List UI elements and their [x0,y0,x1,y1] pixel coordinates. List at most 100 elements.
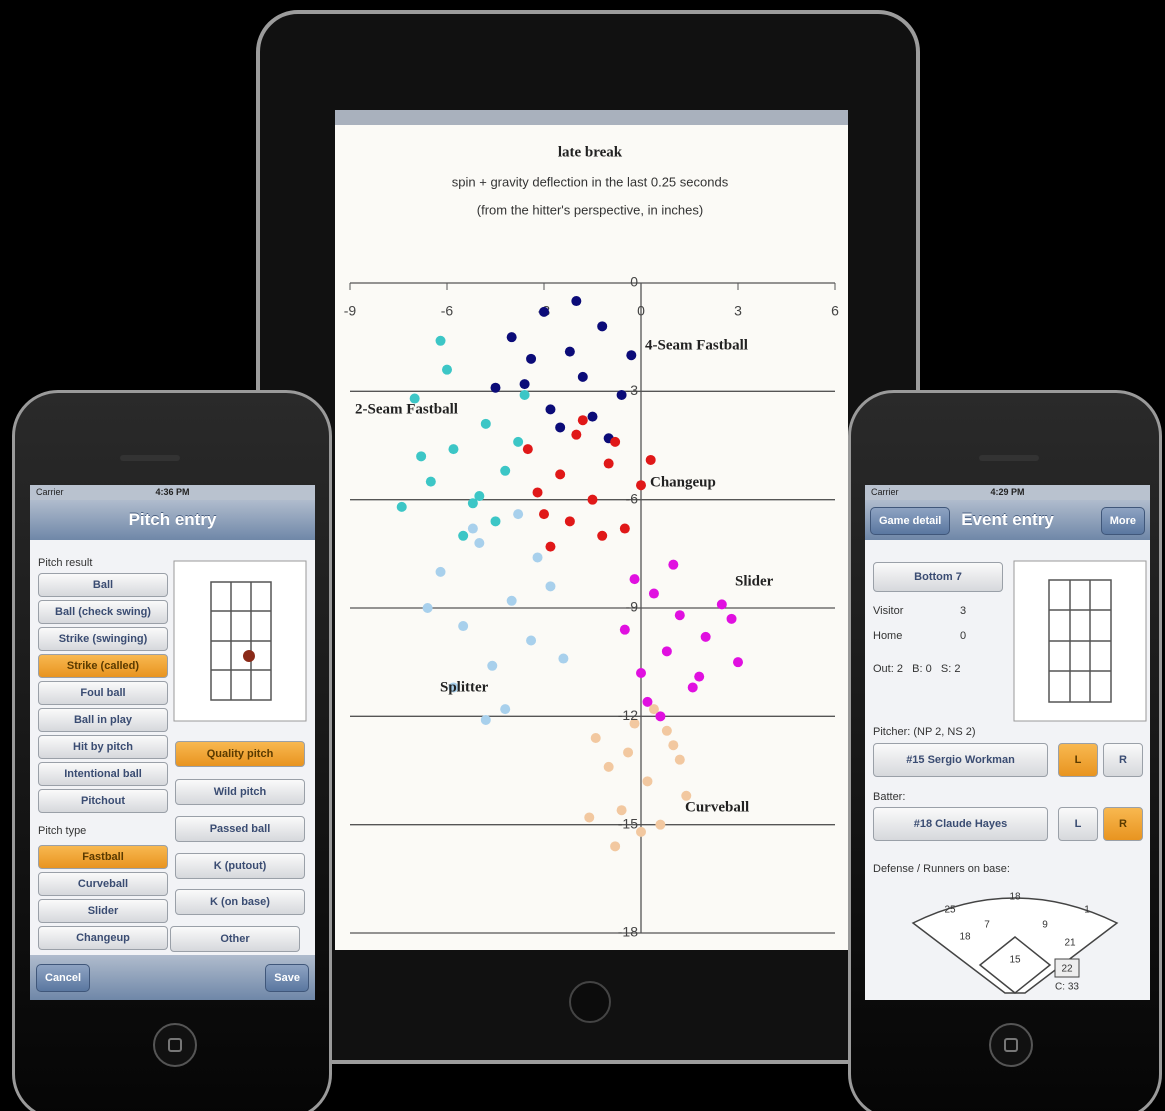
pitch-result-button[interactable]: Foul ball [38,681,168,705]
y-tick-label: -3 [626,382,639,398]
outcome-button[interactable]: Other [170,926,300,952]
pitch-type-button[interactable]: Curveball [38,872,168,896]
point [416,451,426,461]
point [545,581,555,591]
y-tick-label: -9 [626,599,639,615]
point [668,560,678,570]
point [597,321,607,331]
inning-button[interactable]: Bottom 7 [873,562,1003,592]
home-button[interactable] [989,1023,1033,1067]
fielder-label: 9 [1042,920,1048,931]
cancel-button[interactable]: Cancel [36,964,90,992]
count: Out: 2 B: 0 S: 2 [873,663,960,675]
cluster-label: Slider [735,573,774,589]
pitch-result-button[interactable]: Ball [38,573,168,597]
fielder-label: 22 [1061,964,1073,975]
outcome-button[interactable]: Wild pitch [175,779,305,805]
pitch-type-button[interactable]: Changeup [38,926,168,950]
point [675,755,685,765]
point [491,516,501,526]
point [727,614,737,624]
fielder-label: C: 33 [1055,982,1079,993]
point [539,307,549,317]
team: Visitor [873,605,903,617]
point [523,444,533,454]
section-label: Pitch result [38,557,92,569]
point [636,480,646,490]
x-tick-label: 0 [637,303,645,319]
pitch-result-button[interactable]: Strike (called) [38,654,168,678]
point [565,516,575,526]
pitcher-hand-button[interactable]: L [1058,743,1098,777]
point [649,704,659,714]
point [646,455,656,465]
point [617,805,627,815]
cluster-label: 4-Seam Fastball [645,337,748,353]
batter-hand-button[interactable]: L [1058,807,1098,841]
save-button[interactable]: Save [265,964,309,992]
clock: 4:36 PM [30,487,315,497]
batter-button[interactable]: #18 Claude Hayes [873,807,1048,841]
field-diagram: 182579118211522C: 33 [865,875,1150,1000]
point [545,404,555,414]
pitcher-button[interactable]: #15 Sergio Workman [873,743,1048,777]
point [458,621,468,631]
section-label: Pitch type [38,825,86,837]
x-tick-label: 6 [831,303,839,319]
pitch-type-button[interactable]: Fastball [38,845,168,869]
pitch-type-button[interactable]: Slider [38,899,168,923]
pitch-result-button[interactable]: Strike (swinging) [38,627,168,651]
point [620,524,630,534]
chart-title: late break [558,144,623,160]
point [717,599,727,609]
chart-subtitle: spin + gravity deflection in the last 0.… [452,174,729,189]
point [468,524,478,534]
point [620,625,630,635]
screenshot: late break spin + gravity deflection in … [0,0,1165,1111]
ipad-home-button[interactable] [570,982,610,1022]
outcome-button[interactable]: Quality pitch [175,741,305,767]
point [558,654,568,664]
point [474,491,484,501]
x-tick-label: -6 [441,303,454,319]
point [436,567,446,577]
point [610,437,620,447]
x-tick-label: -9 [344,303,357,319]
point [539,509,549,519]
y-tick-label: -18 [618,924,638,940]
point [675,610,685,620]
pitcher-hand-button[interactable]: R [1103,743,1143,777]
pitch-result-button[interactable]: Hit by pitch [38,735,168,759]
home-button[interactable] [153,1023,197,1067]
point [520,379,530,389]
fielder-label: 1 [1084,905,1090,916]
y-tick-label: -15 [618,815,638,831]
point [649,589,659,599]
fielder-label: 18 [959,932,971,943]
outcome-button[interactable]: Passed ball [175,816,305,842]
back-button[interactable]: Game detail [870,507,950,535]
outcome-button[interactable]: K (putout) [175,853,305,879]
outcome-button[interactable]: K (on base) [175,889,305,915]
point [597,531,607,541]
pitch-result-button[interactable]: Ball in play [38,708,168,732]
point [610,841,620,851]
chart-subtitle: (from the hitter's perspective, in inche… [477,202,703,217]
pitch-result-button[interactable]: Ball (check swing) [38,600,168,624]
point [507,332,517,342]
point [584,812,594,822]
batter-hand-button[interactable]: R [1103,807,1143,841]
point [533,552,543,562]
point [520,390,530,400]
point [578,372,588,382]
more-button[interactable]: More [1101,507,1145,535]
ipad-status-bar [335,110,848,125]
point [555,469,565,479]
pitch-result-button[interactable]: Intentional ball [38,762,168,786]
clock: 4:29 PM [865,487,1150,497]
pitch-result-button[interactable]: Pitchout [38,789,168,813]
runs: 0 [960,630,966,642]
point [397,502,407,512]
point [571,430,581,440]
speaker [979,455,1039,461]
